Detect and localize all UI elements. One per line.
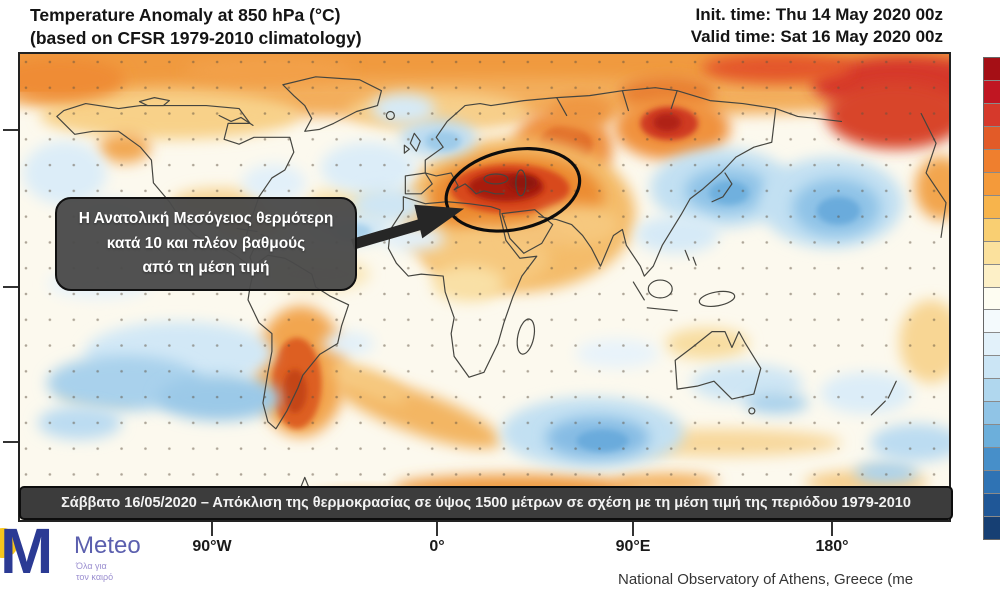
colorbar-segment: [984, 448, 1000, 472]
title-line1: Temperature Anomaly at 850 hPa (°C): [30, 5, 341, 25]
colorbar-segment: [984, 126, 1000, 150]
colorbar-segment: [984, 264, 1000, 288]
lon-label-0: 0°: [429, 538, 445, 555]
lon-label-180: 180°: [815, 538, 849, 555]
logo-name: Meteo: [74, 532, 141, 559]
colorbar-segment: [984, 494, 1000, 518]
colorbar: [983, 57, 1000, 540]
colorbar-segment: [984, 471, 1000, 495]
colorbar-segment: [984, 333, 1000, 357]
lon-label-90e: 90°E: [615, 538, 651, 555]
colorbar-segment: [984, 517, 1000, 540]
attribution-text: National Observatory of Athens, Greece (…: [618, 571, 914, 588]
hotspot-ellipse: [444, 146, 582, 233]
colorbar-segment: [984, 149, 1000, 173]
colorbar-segment: [984, 379, 1000, 403]
annotation-arrow-icon: [351, 204, 465, 250]
colorbar-segment: [984, 80, 1000, 104]
init-time: Init. time: Thu 14 May 2020 00z: [695, 5, 943, 24]
colorbar-segment: [984, 402, 1000, 426]
valid-time: Valid time: Sat 16 May 2020 00z: [690, 27, 943, 47]
lon-label-90w: 90°W: [192, 538, 232, 555]
time-info: Init. time: Thu 14 May 2020 00z Valid ti…: [691, 4, 943, 48]
caption-bar: Σάββατο 16/05/2020 – Απόκλιση της θερμοκ…: [19, 486, 953, 520]
lat-tick-60s: [3, 441, 18, 443]
colorbar-segment: [984, 195, 1000, 219]
title-line2: (based on CFSR 1979-2010 climatology): [30, 27, 362, 48]
map-title: Temperature Anomaly at 850 hPa (°C) (bas…: [30, 4, 362, 50]
lat-tick-equator: [3, 286, 18, 288]
colorbar-segment: [984, 356, 1000, 380]
annotation-line3: από τη μέση τιμή: [142, 259, 270, 277]
logo-m-icon: M: [0, 515, 53, 587]
meteo-logo: M Meteo Όλα για τον καιρό: [0, 515, 170, 600]
annotation-line2: κατά 10 και πλέον βαθμούς: [106, 234, 306, 252]
world-anomaly-map: [18, 52, 951, 522]
lon-tick-90w: [211, 522, 213, 536]
colorbar-segment: [984, 310, 1000, 334]
colorbar-segment: [984, 218, 1000, 242]
colorbar-segment: [984, 287, 1000, 311]
lon-tick-90e: [632, 522, 634, 536]
annotation-line1: Η Ανατολική Μεσόγειος θερμότερη: [78, 209, 334, 227]
colorbar-segment: [984, 103, 1000, 127]
colorbar-segment: [984, 241, 1000, 265]
logo-tagline: Όλα για τον καιρό: [76, 561, 114, 583]
lat-tick-60n: [3, 129, 18, 131]
colorbar-segment: [984, 425, 1000, 449]
annotation-box: Η Ανατολική Μεσόγειος θερμότερη κατά 10 …: [55, 197, 357, 291]
lon-tick-180: [831, 522, 833, 536]
map-canvas: [20, 54, 949, 520]
sun-icon: [0, 528, 18, 558]
colorbar-segment: [984, 58, 1000, 81]
colorbar-segment: [984, 172, 1000, 196]
lon-tick-0: [436, 522, 438, 536]
